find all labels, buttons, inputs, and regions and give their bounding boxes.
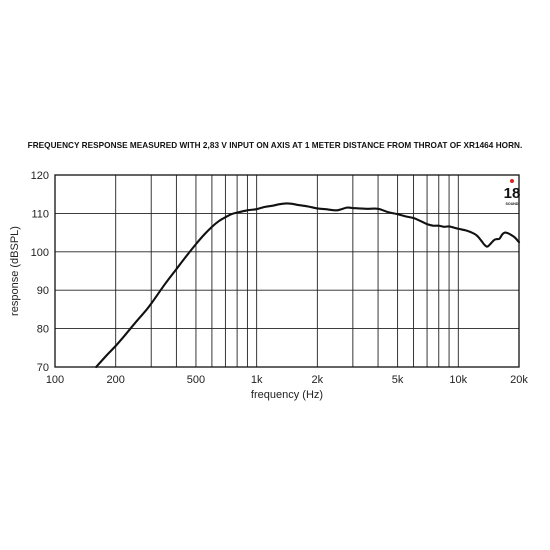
y-tick-label: 120 — [31, 170, 49, 182]
x-tick-label: 100 — [46, 374, 64, 386]
plot-frame — [54, 174, 520, 368]
brand-logo: 18 SOUND — [504, 179, 521, 206]
logo-number: 18 — [504, 185, 521, 202]
response-curve — [95, 202, 521, 369]
x-tick-label: 20k — [510, 374, 528, 386]
x-tick-labels: 100 200 500 1k 2k 5k 10k 20k — [46, 374, 529, 386]
logo-red-dot — [510, 179, 514, 183]
y-tick-label: 70 — [37, 362, 49, 374]
series-layer — [95, 202, 521, 369]
y-axis-label: response (dBSPL) — [9, 226, 21, 316]
x-tick-label: 5k — [392, 374, 404, 386]
x-tick-label: 2k — [312, 374, 324, 386]
x-axis-label: frequency (Hz) — [251, 389, 323, 401]
x-tick-label: 500 — [187, 374, 205, 386]
x-tick-label: 10k — [449, 374, 467, 386]
logo-text: SOUND — [506, 202, 519, 206]
x-tick-label: 200 — [107, 374, 125, 386]
y-tick-label: 80 — [37, 324, 49, 336]
y-tick-labels: 70 80 90 100 110 120 — [31, 170, 49, 374]
y-tick-label: 110 — [31, 208, 49, 220]
chart-title: FREQUENCY RESPONSE MEASURED WITH 2,83 V … — [27, 141, 523, 150]
x-tick-label: 1k — [251, 374, 263, 386]
y-tick-label: 90 — [37, 285, 49, 297]
y-tick-label: 100 — [31, 247, 49, 259]
